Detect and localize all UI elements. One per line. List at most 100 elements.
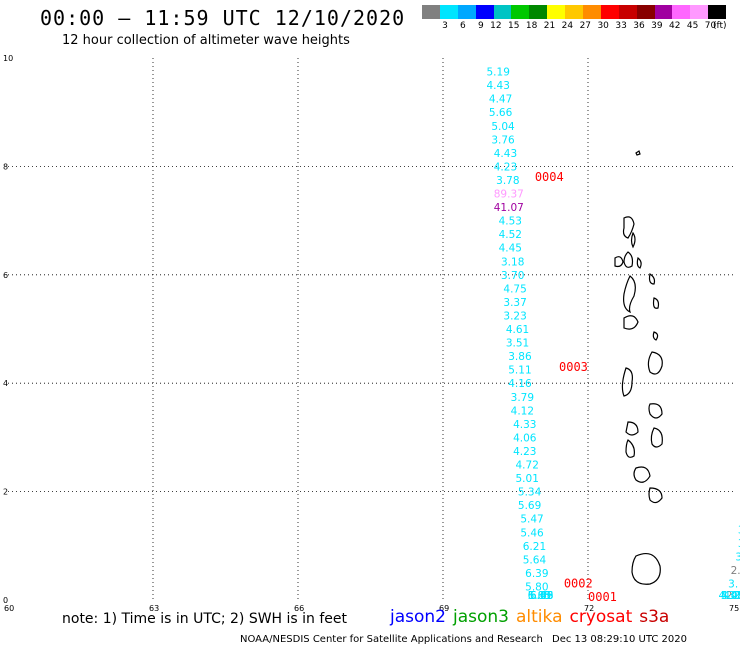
wave-height-label: 4.06 [513,432,537,444]
wave-height-label: 3.79 [511,392,534,404]
y-tick-label: 10 [3,54,13,63]
wave-height-label: 5.01 [516,473,539,485]
wave-height-label: 4.43 [487,80,510,92]
wave-height-label: 5.69 [518,500,541,512]
wave-height-label: 4.23 [494,161,517,173]
wave-height-label: 4.52 [499,229,522,241]
wave-height-label: 4.23 [513,446,536,458]
colorbar-label: 36 [633,21,645,31]
colorbar-label: 70 [704,21,717,31]
satellite-legend-item: jason2 [390,607,446,627]
x-tick-label: 69 [439,604,449,613]
wave-height-label: 3.18 [501,256,524,268]
wave-height-label: 5.34 [518,487,542,499]
wave-height-label: 4.47 [489,94,512,106]
wave-height-label: 6.39 [525,568,548,580]
colorbar-label: 24 [561,21,574,31]
satellite-legend: jason2 jason3 altika cryosat s3a [390,607,676,627]
colorbar-label: 9 [477,21,484,31]
colorbar-swatch [690,5,709,19]
colorbar-label: 30 [597,21,609,31]
time-label: 0001 [588,590,617,604]
colorbar-swatch [636,5,655,19]
wave-height-label: 5.47 [520,514,543,526]
colorbar-label: 12 [490,21,502,31]
wave-height-label: 5.64 [523,554,547,566]
satellite-legend-item: s3a [639,607,670,627]
wave-height-label: 6.08 [530,590,553,602]
x-tick-label: 60 [4,604,14,613]
colorbar [422,5,727,19]
colorbar-swatch [457,5,476,19]
wave-height-label: 3. [728,579,738,591]
colorbar-swatch [600,5,619,19]
wave-height-label: 5.85 [528,590,551,602]
colorbar-swatch [654,5,673,19]
wave-height-label: 4.2 [723,590,740,602]
legend-note: note: 1) Time is in UTC; 2) SWH is in fe… [62,611,348,627]
wave-height-label: 3.37 [503,297,526,309]
wave-height-label: 5.46 [520,527,544,539]
colorbar-label: 15 [508,21,520,31]
colorbar-swatch [547,5,566,19]
time-label: 0004 [535,170,564,184]
wave-height-label: 4.72 [516,460,539,472]
satellite-track-right: 333.2.3.2.34.24.485.084.37 [719,525,740,602]
colorbar-swatch [565,5,584,19]
wave-height-label: 41.07 [494,202,524,214]
colorbar-swatch [511,5,530,19]
colorbar-label: 33 [615,21,627,31]
wave-height-label: 5.04 [491,121,515,133]
wave-height-label: 3. [735,552,740,564]
x-tick-label: 75 [729,604,739,613]
wave-height-label: 6.21 [523,541,546,553]
colorbar-label: 18 [525,21,538,31]
colorbar-swatch [475,5,494,19]
wave-height-label: 4.12 [511,405,534,417]
colorbar-swatch [529,5,548,19]
colorbar-swatch [618,5,637,19]
wave-height-label: 5.66 [489,107,513,119]
wave-height-label: 2. [731,565,740,577]
wave-height-label: 4.75 [503,283,526,295]
wave-height-label: 5.46 [530,590,554,602]
y-tick-label: 8 [3,162,8,171]
wave-height-label: 3.70 [501,270,524,282]
footer-timestamp: Dec 13 08:29:10 UTC 2020 [552,634,687,645]
map-grid [8,58,733,600]
wave-height-label: 4.33 [513,419,536,431]
wave-height-label: 5.80 [525,581,548,593]
satellite-legend-item: cryosat [569,607,633,627]
axis-ticks: 0 2 4 6 8 10 60 63 66 69 72 75 [3,54,739,613]
colorbar-swatch [672,5,691,19]
wave-height-label: 2.3 [726,590,740,602]
colorbar-swatch [493,5,512,19]
x-tick-label: 66 [294,604,304,613]
colorbar-unit: (ft) [713,21,727,31]
wave-height-label: 4.53 [499,216,522,228]
wave-height-label: 4.61 [506,324,529,336]
map-title: 00:00 – 11:59 UTC 12/10/2020 [40,6,406,30]
wave-height-label: 3.51 [506,338,529,350]
x-tick-label: 63 [149,604,159,613]
wave-height-label: 89.37 [494,189,524,201]
colorbar-label: 45 [686,21,699,31]
wave-height-label: 4.37 [719,590,740,602]
satellite-legend-item: jason3 [453,607,509,627]
satellite-legend-item: altika [516,607,563,627]
wave-height-label: 3.76 [491,134,515,146]
colorbar-label: 21 [543,21,556,31]
y-tick-label: 0 [3,596,8,605]
wave-height-label: 3 [738,538,740,550]
time-label: 0003 [559,360,588,374]
wave-height-label: 3.78 [496,175,519,187]
satellite-track: 5.194.434.475.665.043.764.434.233.7889.3… [487,67,554,602]
time-label: 0002 [564,577,593,591]
wave-height-label: 5.11 [508,365,531,377]
colorbar-label: 6 [460,21,466,31]
wave-height-label: 5.08 [721,590,740,602]
colorbar-label: 39 [651,21,663,31]
colorbar-label: 42 [669,21,681,31]
